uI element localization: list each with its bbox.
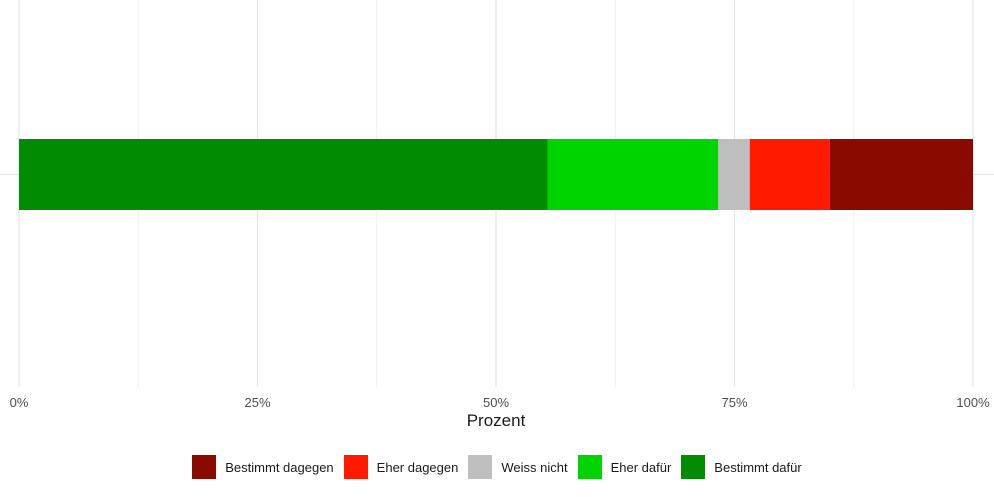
x-tick-label: 50% (483, 395, 509, 410)
x-tick-label: 0% (10, 395, 29, 410)
legend-label: Eher dafür (610, 459, 672, 475)
bar-segment-eher-daf-r (547, 139, 719, 210)
bar-segment-bestimmt-daf-r (19, 139, 548, 210)
legend: Bestimmt dagegen Eher dagegen Weiss nicht E… (0, 455, 994, 479)
legend-item: Bestimmt dafür (681, 455, 802, 479)
bar-segments (19, 139, 973, 210)
legend-label: Bestimmt dagegen (225, 459, 334, 475)
legend-key-swatch (681, 455, 706, 479)
legend-item: Bestimmt dagegen (192, 455, 334, 479)
bar-segment-weiss-nicht (718, 139, 750, 210)
bar-segment-eher-dagegen (749, 139, 830, 210)
legend-label: Eher dagegen (376, 459, 459, 475)
bar-segment-bestimmt-dagegen (829, 139, 973, 210)
x-tick-label: 100% (956, 395, 990, 410)
x-tick-label: 25% (244, 395, 270, 410)
legend-label: Weiss nicht (501, 459, 568, 475)
legend-item: Eher dafür (577, 455, 672, 479)
legend-item: Eher dagegen (343, 455, 459, 479)
x-axis-title: Prozent (467, 411, 526, 430)
legend-key-swatch (192, 455, 217, 479)
legend-key-swatch (468, 455, 493, 479)
legend-key-swatch (343, 455, 368, 479)
x-axis-tick-labels: 0% 25% 50% 75% 100% (10, 395, 990, 410)
legend-key-swatch (577, 455, 602, 479)
legend-item: Weiss nicht (468, 455, 568, 479)
legend-label: Bestimmt dafür (714, 459, 802, 475)
x-tick-label: 75% (721, 395, 747, 410)
